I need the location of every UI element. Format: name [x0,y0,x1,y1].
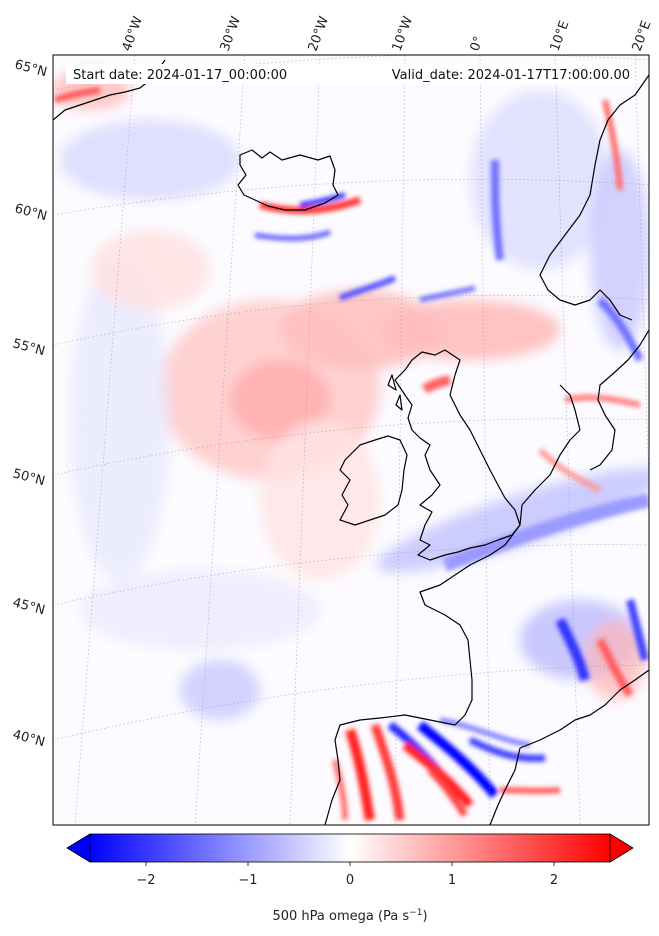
lon-label-30w: 30°W [218,14,244,53]
coast-ireland [339,435,408,526]
lon-label-20w: 20°W [306,14,332,53]
coast-britain [394,349,521,561]
header-strip [66,64,632,84]
map-frame [52,54,650,826]
omega-field-streaks [54,87,649,698]
colorbar-tick-2: 2 [550,873,558,888]
latitude-labels: 65°N 60°N 55°N 50°N 45°N 40°N [11,57,49,750]
lat-label-50n: 50°N [11,466,47,489]
start-date-label: Start date: 2024-01-17_00:00:00 [73,68,287,83]
coast-iceland [237,149,339,211]
lat-label-55n: 55°N [11,336,47,359]
coast-hebrides [387,374,403,411]
coastlines [53,59,649,825]
lat-label-45n: 45°N [11,595,47,618]
lat-label-40n: 40°N [11,727,47,750]
coast-norway [539,74,649,321]
colorbar-extend-low [66,833,91,863]
coast-netherlands-france [419,504,523,726]
lon-label-40w: 40°W [120,14,146,53]
longitude-labels: 40°W 30°W 20°W 10°W 0° 10°E 20°E [120,14,655,53]
colorbar-tick-neg1: −1 [238,873,257,888]
coast-iberia-med [519,669,649,749]
lon-label-20e: 20°E [630,19,655,54]
omega-field-iberia [332,717,561,821]
map-field [53,55,649,825]
lon-label-0: 0° [468,34,487,53]
colorbar-tick-0: 0 [346,873,354,888]
colorbar-tick-marks [145,862,555,866]
lon-label-10e: 10°E [548,19,573,54]
colorbar-tick-1: 1 [448,873,456,888]
valid-date-label: Valid_date: 2024-01-17T17:00:00.00 [392,68,630,83]
lat-label-65n: 65°N [13,57,49,80]
lat-label-60n: 60°N [13,201,49,224]
colorbar-tick-neg2: −2 [136,873,155,888]
lon-label-10w: 10°W [390,14,416,53]
coast-sweden-baltic [589,329,649,471]
colorbar: −2 −1 0 1 2 500 hPa omega (Pa s−1) [66,833,634,924]
colorbar-gradient [89,833,611,863]
colorbar-label: 500 hPa omega (Pa s−1) [272,908,427,924]
coast-iberia-east [489,747,521,825]
colorbar-extend-high [609,833,634,863]
coast-denmark-germany [521,384,581,506]
coast-iberia [324,714,456,825]
